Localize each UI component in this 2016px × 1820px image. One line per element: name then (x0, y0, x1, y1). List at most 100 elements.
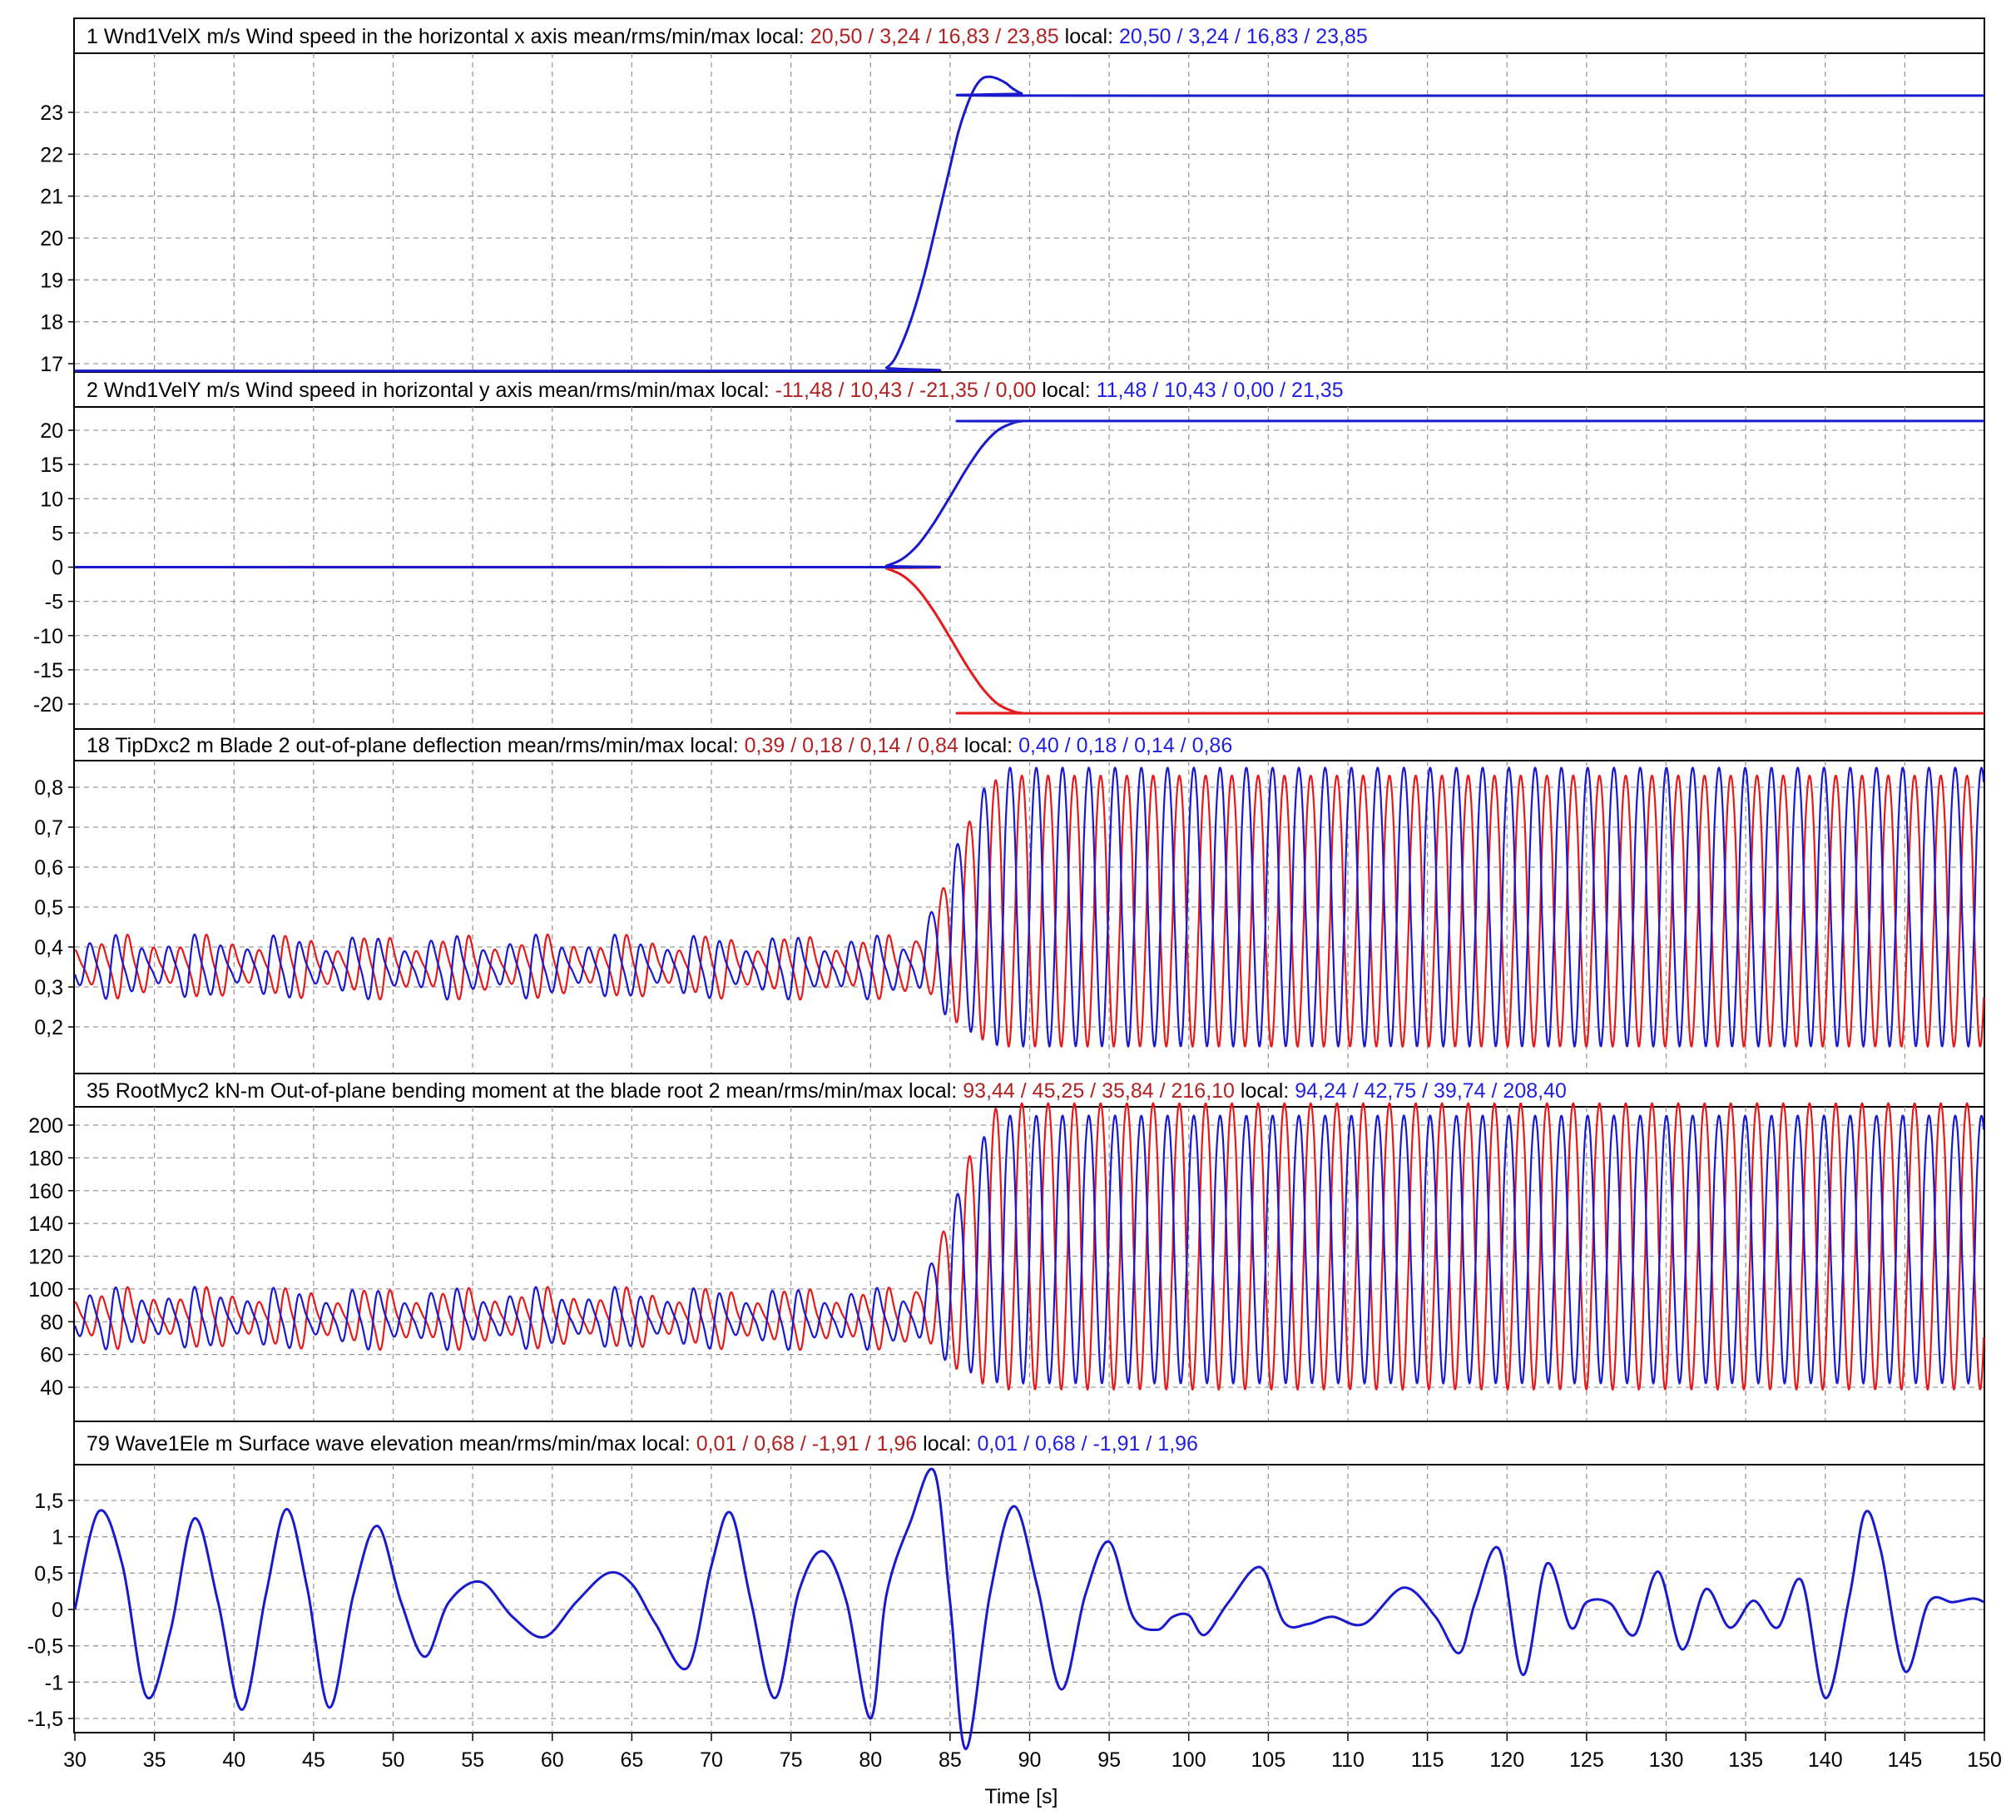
y-tick-label: 160 (28, 1180, 63, 1203)
header-stat: 0,14 / (854, 734, 913, 757)
header-stat: 39,74 / (1428, 1079, 1497, 1103)
x-tick-label: 35 (143, 1748, 166, 1772)
header-stat: -11,48 / (770, 379, 845, 402)
y-tick-label: 23 (40, 102, 63, 125)
y-tick-label: 22 (40, 143, 63, 166)
header-stat: 45,25 / (1027, 1079, 1096, 1103)
header-stat: 35 RootMyc2 kN-m Out-of-plane bending mo… (87, 1079, 903, 1103)
header-stat: 0,40 / (1013, 734, 1071, 757)
series-line-tipdxc2-1 (73, 766, 1985, 1048)
panel-header-wave1ele (73, 1421, 1985, 1465)
y-tick-label: 40 (40, 1376, 63, 1400)
x-tick-label: 130 (1649, 1748, 1684, 1772)
header-stat: local: (684, 734, 738, 757)
y-tick-label: -20 (33, 693, 63, 717)
x-tick-label: 90 (1018, 1748, 1042, 1772)
y-tick-label: 19 (40, 269, 63, 292)
header-stat: 208,40 (1497, 1079, 1566, 1103)
x-tick-label: 75 (780, 1748, 803, 1772)
header-stat: local: (1036, 379, 1090, 402)
header-stat: 79 Wave1Ele m Surface wave elevation mea… (87, 1432, 637, 1456)
y-tick-label: -10 (33, 625, 63, 648)
header-stat: 21,35 (1285, 379, 1344, 402)
header-stat: 0,01 / (972, 1432, 1030, 1456)
x-tick-label: 125 (1569, 1748, 1604, 1772)
header-stat: 18 TipDxc2 m Blade 2 out-of-plane deflec… (87, 734, 685, 757)
header-stat: 23,85 (1310, 25, 1368, 48)
header-stat: 216,10 (1166, 1079, 1235, 1103)
header-stat: local: (1059, 25, 1113, 48)
x-tick-label: 145 (1888, 1748, 1923, 1772)
panel-title-wnd1velx: 1 Wnd1VelX m/s Wind speed in the horizon… (87, 25, 1368, 48)
panel-title-wnd1vely: 2 Wnd1VelY m/s Wind speed in horizontal … (87, 379, 1344, 402)
header-stat: 0,00 / (1228, 379, 1286, 402)
y-tick-label: 0,5 (34, 896, 63, 920)
header-stat: -21,35 / (914, 379, 990, 402)
x-tick-label: 45 (302, 1748, 325, 1772)
x-tick-label: 40 (222, 1748, 245, 1772)
header-stat: 93,44 / (957, 1079, 1026, 1103)
series-line-wave1ele-0 (73, 1467, 1985, 1751)
header-stat: 20,50 / (1113, 25, 1182, 48)
panel-header-wnd1vely (73, 371, 1985, 408)
y-tick-label: 120 (28, 1246, 63, 1269)
y-tick-label: 21 (40, 186, 63, 209)
y-tick-label: 20 (40, 227, 63, 250)
y-tick-label: 0,2 (34, 1016, 63, 1039)
y-tick-label: 0,5 (34, 1562, 63, 1585)
header-stat: -1,91 / (1087, 1432, 1152, 1456)
header-stat: 0,68 / (748, 1432, 806, 1456)
x-tick-label: 85 (939, 1748, 962, 1772)
series-line-rootmyc2-1 (73, 1114, 1985, 1385)
header-stat: 0,01 / (691, 1432, 749, 1456)
y-tick-label: 60 (40, 1344, 63, 1367)
header-stat: local: (636, 1432, 690, 1456)
header-stat: 2 Wnd1VelY m/s Wind speed in horizontal … (87, 379, 716, 402)
header-stat: local: (958, 734, 1013, 757)
header-stat: 1,96 (871, 1432, 918, 1456)
header-stat: 0,18 / (1071, 734, 1129, 757)
header-stat: 16,83 / (1241, 25, 1310, 48)
y-tick-label: 17 (40, 353, 63, 376)
y-tick-label: -1 (45, 1671, 63, 1694)
y-tick-label: 0 (52, 557, 63, 580)
x-tick-label: 100 (1171, 1748, 1206, 1772)
y-tick-label: 0 (52, 1599, 63, 1622)
panel-title-tipdxc2: 18 TipDxc2 m Blade 2 out-of-plane deflec… (87, 734, 1232, 757)
header-stat: 0,86 (1186, 734, 1233, 757)
y-tick-label: -5 (45, 591, 63, 614)
x-tick-label: 120 (1489, 1748, 1524, 1772)
header-stat: 35,84 / (1096, 1079, 1165, 1103)
header-stat: 10,43 / (1158, 379, 1227, 402)
panel-header-rootmyc2 (73, 1073, 1985, 1108)
header-stat: 3,24 / (874, 25, 932, 48)
x-tick-label: 50 (382, 1748, 405, 1772)
y-tick-label: 15 (40, 454, 63, 477)
header-stat: local: (903, 1079, 957, 1103)
header-stat: 0,68 / (1029, 1432, 1087, 1456)
y-tick-label: 140 (28, 1213, 63, 1236)
y-tick-label: -0,5 (27, 1635, 63, 1659)
header-stat: 0,39 / (739, 734, 797, 757)
x-tick-label: 115 (1411, 1748, 1444, 1772)
panel-title-wave1ele: 79 Wave1Ele m Surface wave elevation mea… (87, 1432, 1198, 1456)
x-tick-label: 65 (620, 1748, 643, 1772)
y-tick-label: 0,8 (34, 776, 63, 800)
header-stat: 1 Wnd1VelX m/s Wind speed in the horizon… (87, 25, 750, 48)
y-tick-label: 1,5 (34, 1490, 63, 1513)
header-stat: 0,00 (990, 379, 1037, 402)
header-stat: -1,91 / (806, 1432, 871, 1456)
header-stat: 0,18 / (796, 734, 854, 757)
x-tick-label: 110 (1331, 1748, 1365, 1772)
header-stat: 20,50 / (805, 25, 874, 48)
header-stat: local: (917, 1432, 971, 1456)
x-tick-label: 105 (1251, 1748, 1286, 1772)
y-tick-label: 0,6 (34, 856, 63, 880)
y-tick-label: 0,7 (34, 816, 63, 840)
y-tick-label: 200 (28, 1114, 63, 1138)
x-tick-label: 135 (1728, 1748, 1763, 1772)
x-tick-label: 55 (461, 1748, 484, 1772)
header-stat: local: (715, 379, 769, 402)
